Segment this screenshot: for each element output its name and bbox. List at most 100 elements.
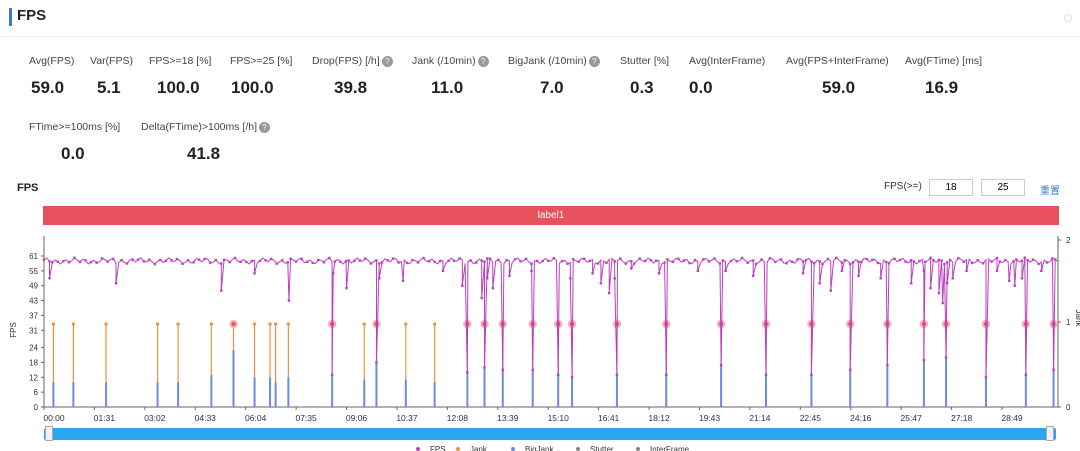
fps-point bbox=[976, 259, 979, 262]
fps-point bbox=[358, 259, 362, 262]
stat-label: Stutter [%] bbox=[620, 55, 669, 67]
fps-point bbox=[353, 259, 356, 263]
fps-point bbox=[790, 260, 794, 263]
help-icon[interactable]: ? bbox=[588, 55, 600, 67]
y-tick-label: 49 bbox=[29, 282, 38, 291]
fps-point bbox=[571, 258, 575, 261]
bigjank-halo bbox=[919, 319, 929, 329]
y-tick-label: 31 bbox=[29, 326, 38, 335]
fps-drop-bar bbox=[331, 374, 334, 407]
fps-point bbox=[286, 261, 290, 264]
fps-point bbox=[677, 257, 680, 261]
label-band[interactable]: label1 bbox=[43, 206, 1059, 225]
fps-point bbox=[937, 258, 941, 262]
fps-point bbox=[613, 277, 616, 280]
fps-point bbox=[588, 259, 591, 263]
fps-point bbox=[51, 261, 54, 264]
zoom-handle-left[interactable] bbox=[45, 426, 53, 441]
stat-11: FTime>=100ms [%] 0.0 bbox=[29, 121, 120, 164]
bigjank-halo bbox=[846, 319, 855, 329]
stat-label: FTime>=100ms [%] bbox=[29, 121, 120, 133]
fps-point bbox=[754, 262, 758, 266]
fps-point bbox=[615, 373, 619, 377]
y-tick-label: 43 bbox=[29, 297, 38, 306]
fps-point bbox=[131, 258, 134, 261]
fps-point bbox=[466, 371, 469, 374]
stat-value: 41.8 bbox=[187, 144, 221, 163]
zoom-handle-right[interactable] bbox=[1046, 426, 1054, 441]
fps-point bbox=[488, 257, 492, 260]
fps-point bbox=[1026, 258, 1029, 262]
fps-point bbox=[48, 260, 51, 263]
fps-point bbox=[48, 277, 51, 280]
bigjank-halo bbox=[1049, 319, 1058, 329]
x-tick-label: 09:06 bbox=[346, 413, 368, 423]
fps-point bbox=[42, 258, 46, 261]
fps-point bbox=[779, 258, 783, 261]
fps-point bbox=[649, 258, 652, 262]
bigjank-marker bbox=[763, 322, 768, 326]
bigjank-halo bbox=[807, 319, 816, 329]
fps-point bbox=[843, 259, 846, 262]
fps-point bbox=[67, 261, 71, 264]
fps-point bbox=[164, 259, 168, 262]
help-icon[interactable]: ? bbox=[381, 55, 393, 67]
fps-point bbox=[84, 259, 87, 262]
fps-point bbox=[203, 257, 206, 261]
fps-point bbox=[945, 282, 949, 285]
fps-point bbox=[951, 277, 954, 280]
fps-point bbox=[860, 260, 863, 264]
stat-label-text: Delta(FTime)>100ms [/h] bbox=[141, 121, 258, 133]
fps-threshold-input-1[interactable] bbox=[929, 179, 973, 196]
fps-point bbox=[918, 259, 921, 263]
help-icon[interactable]: ? bbox=[477, 55, 489, 67]
stat-label-text: Avg(FTime) [ms] bbox=[905, 55, 983, 67]
stat-label-text: Stutter [%] bbox=[620, 55, 670, 67]
fps-point bbox=[922, 269, 926, 273]
x-tick-label: 01:31 bbox=[94, 413, 116, 423]
fps-point bbox=[957, 257, 960, 260]
fps-point bbox=[112, 257, 115, 261]
fps-drop-bar bbox=[210, 374, 213, 407]
fps-threshold-label: FPS(>=) bbox=[884, 181, 922, 192]
stat-label-text: FTime>=100ms [%] bbox=[29, 121, 121, 133]
page-header: FPS bbox=[0, 0, 1080, 37]
x-tick-label: 28:49 bbox=[1001, 413, 1023, 423]
y2-tick-label: 1 bbox=[1066, 318, 1071, 327]
fps-threshold-input-2[interactable] bbox=[981, 179, 1025, 196]
bigjank-halo bbox=[981, 319, 991, 329]
fps-point bbox=[287, 299, 291, 302]
reset-button[interactable]: 重置 bbox=[1040, 186, 1060, 197]
fps-point bbox=[965, 269, 968, 273]
y-tick-label: 55 bbox=[29, 267, 38, 276]
fps-point bbox=[386, 259, 389, 262]
zoom-scrollbar[interactable] bbox=[44, 428, 1056, 440]
stat-label: Avg(FPS) bbox=[29, 55, 74, 67]
jank-marker bbox=[286, 322, 290, 326]
fps-point bbox=[596, 262, 600, 265]
bigjank-halo bbox=[612, 319, 622, 329]
fps-point bbox=[941, 301, 944, 305]
bigjank-halo bbox=[463, 319, 472, 329]
help-icon[interactable]: ? bbox=[259, 121, 271, 133]
jank-marker bbox=[362, 322, 366, 326]
stat-label-text: Avg(FPS+InterFrame) bbox=[786, 55, 889, 67]
fps-point bbox=[1012, 259, 1015, 263]
fps-point bbox=[505, 258, 508, 262]
fps-drop-bar bbox=[274, 382, 277, 407]
fps-point bbox=[1020, 259, 1024, 262]
fps-point bbox=[114, 282, 118, 285]
bigjank-marker bbox=[570, 322, 575, 326]
stat-label-text: FPS>=25 [%] bbox=[230, 55, 293, 67]
fps-point bbox=[317, 258, 320, 262]
fps-point bbox=[269, 257, 273, 261]
fps-point bbox=[760, 258, 763, 261]
bigjank-halo bbox=[716, 319, 726, 329]
fps-point bbox=[735, 260, 738, 263]
fps-point bbox=[752, 274, 755, 278]
fps-point bbox=[1037, 262, 1040, 266]
fps-point bbox=[214, 258, 217, 262]
fps-point bbox=[100, 257, 104, 260]
fps-point bbox=[322, 261, 326, 264]
fps-point bbox=[922, 358, 926, 362]
